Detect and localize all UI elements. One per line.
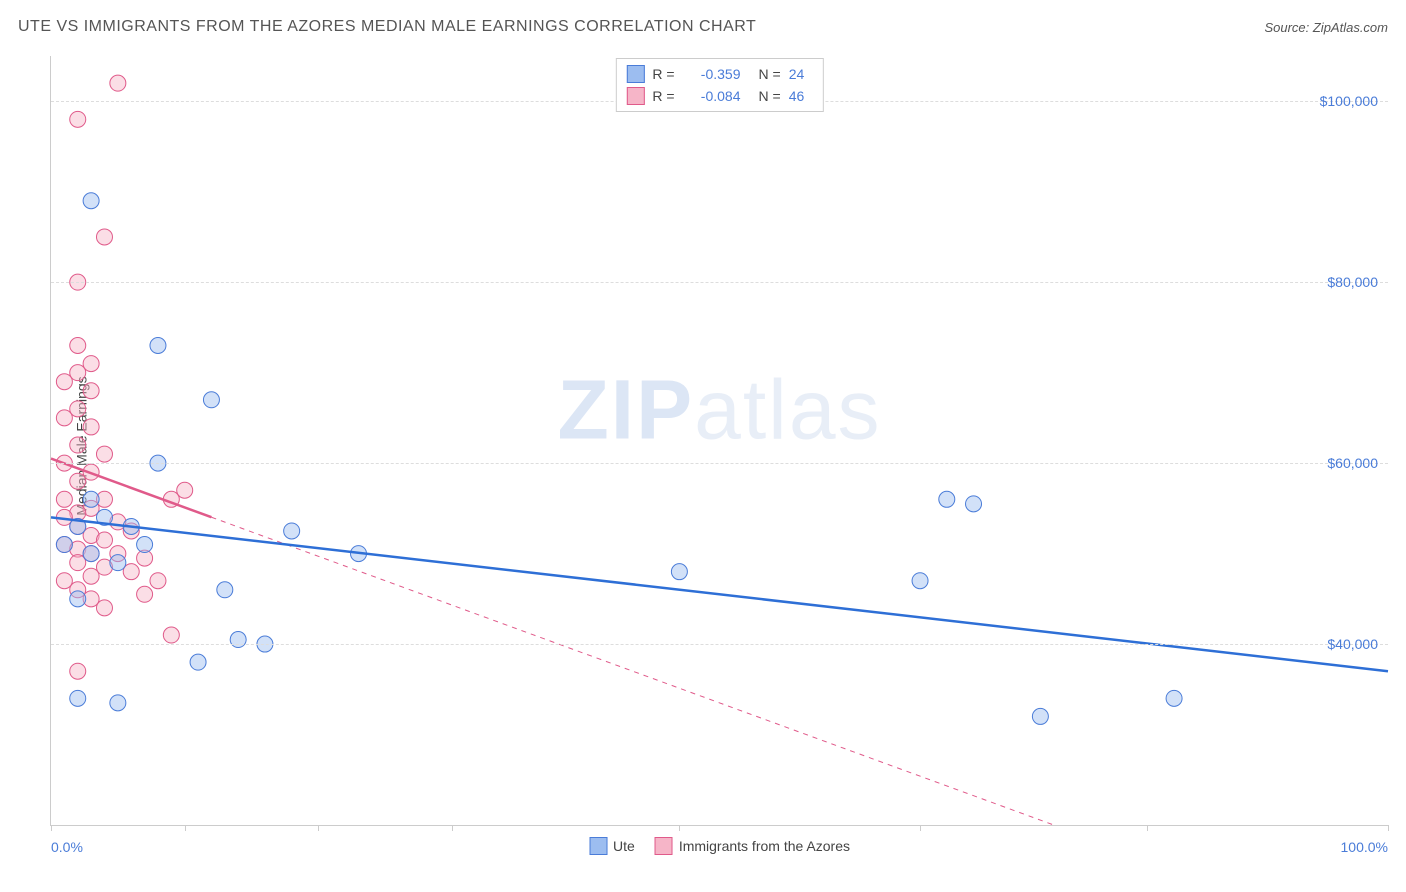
scatter-point [912, 573, 928, 589]
scatter-point [70, 591, 86, 607]
xtick [920, 825, 921, 831]
scatter-point [96, 532, 112, 548]
scatter-point [671, 564, 687, 580]
chart-plot-area: ZIPatlas R = -0.359 N = 24 R = -0.084 N … [50, 56, 1388, 826]
scatter-point [56, 537, 72, 553]
legend-row-ute: R = -0.359 N = 24 [626, 63, 812, 85]
scatter-point [83, 383, 99, 399]
scatter-point [177, 482, 193, 498]
xtick [452, 825, 453, 831]
scatter-point [203, 392, 219, 408]
scatter-point [137, 586, 153, 602]
x-axis-end-label: 100.0% [1341, 839, 1388, 855]
r-value-azores: -0.084 [683, 88, 741, 104]
x-axis-start-label: 0.0% [51, 839, 83, 855]
scatter-point [123, 564, 139, 580]
scatter-point [217, 582, 233, 598]
scatter-point [284, 523, 300, 539]
ytick-label: $80,000 [1327, 274, 1378, 290]
ytick-label: $100,000 [1320, 93, 1378, 109]
gridline-h [51, 463, 1388, 464]
scatter-point [83, 356, 99, 372]
trend-line [51, 517, 1388, 671]
scatter-point [137, 537, 153, 553]
ytick-label: $60,000 [1327, 455, 1378, 471]
series-legend: Ute Immigrants from the Azores [589, 837, 850, 855]
scatter-point [70, 690, 86, 706]
scatter-point [70, 663, 86, 679]
xtick [1388, 825, 1389, 831]
scatter-point [939, 491, 955, 507]
scatter-point [56, 374, 72, 390]
legend-item-azores: Immigrants from the Azores [655, 837, 850, 855]
scatter-point [1032, 708, 1048, 724]
r-label: R = [652, 66, 674, 82]
xtick [1147, 825, 1148, 831]
chart-title: UTE VS IMMIGRANTS FROM THE AZORES MEDIAN… [18, 18, 756, 36]
scatter-point [83, 193, 99, 209]
trend-line [211, 517, 1053, 825]
scatter-point [110, 695, 126, 711]
scatter-point [96, 600, 112, 616]
scatter-point [96, 446, 112, 462]
scatter-point [110, 555, 126, 571]
n-value-azores: 46 [789, 88, 813, 104]
n-label: N = [759, 88, 781, 104]
scatter-point [150, 573, 166, 589]
r-label: R = [652, 88, 674, 104]
scatter-point [83, 491, 99, 507]
xtick [679, 825, 680, 831]
legend-row-azores: R = -0.084 N = 46 [626, 85, 812, 107]
scatter-point [966, 496, 982, 512]
scatter-point [70, 473, 86, 489]
scatter-svg [51, 56, 1388, 825]
n-value-ute: 24 [789, 66, 813, 82]
scatter-point [56, 410, 72, 426]
scatter-point [56, 491, 72, 507]
scatter-point [70, 365, 86, 381]
swatch-ute-bottom [589, 837, 607, 855]
source-prefix: Source: [1264, 20, 1312, 35]
scatter-point [96, 229, 112, 245]
scatter-point [190, 654, 206, 670]
scatter-point [1166, 690, 1182, 706]
scatter-point [56, 573, 72, 589]
scatter-point [70, 338, 86, 354]
scatter-point [230, 632, 246, 648]
scatter-point [163, 627, 179, 643]
scatter-point [110, 75, 126, 91]
scatter-point [70, 555, 86, 571]
source-name: ZipAtlas.com [1313, 20, 1388, 35]
scatter-point [70, 401, 86, 417]
scatter-point [70, 437, 86, 453]
xtick [185, 825, 186, 831]
swatch-ute [626, 65, 644, 83]
n-label: N = [759, 66, 781, 82]
scatter-point [83, 419, 99, 435]
scatter-point [150, 338, 166, 354]
gridline-h [51, 644, 1388, 645]
legend-item-ute: Ute [589, 837, 635, 855]
scatter-point [70, 111, 86, 127]
xtick [318, 825, 319, 831]
ytick-label: $40,000 [1327, 636, 1378, 652]
correlation-legend: R = -0.359 N = 24 R = -0.084 N = 46 [615, 58, 823, 112]
scatter-point [83, 546, 99, 562]
source-attribution: Source: ZipAtlas.com [1264, 20, 1388, 35]
legend-label-ute: Ute [613, 838, 635, 854]
r-value-ute: -0.359 [683, 66, 741, 82]
swatch-azores-bottom [655, 837, 673, 855]
legend-label-azores: Immigrants from the Azores [679, 838, 850, 854]
gridline-h [51, 282, 1388, 283]
xtick [51, 825, 52, 831]
scatter-point [83, 568, 99, 584]
swatch-azores [626, 87, 644, 105]
